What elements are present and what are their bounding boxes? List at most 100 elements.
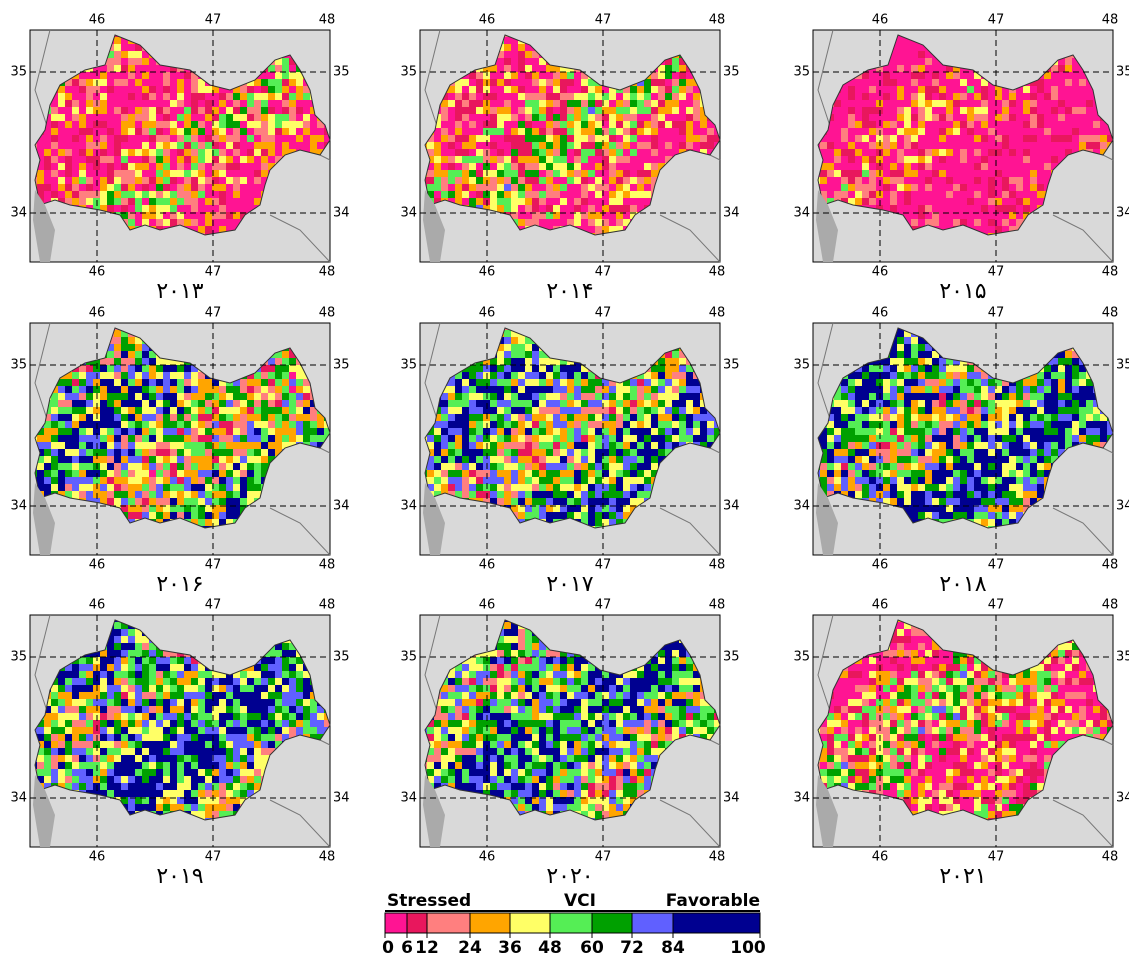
vci-cell	[184, 470, 191, 477]
vci-cell	[658, 93, 665, 100]
vci-cell	[226, 470, 233, 477]
vci-cell	[588, 107, 595, 114]
vci-cell	[233, 170, 240, 177]
vci-cell	[967, 219, 974, 226]
vci-cell	[317, 121, 324, 128]
vci-cell	[212, 477, 219, 484]
vci-cell	[219, 393, 226, 400]
vci-cell	[163, 135, 170, 142]
vci-cell	[848, 100, 855, 107]
vci-cell	[679, 65, 686, 72]
vci-cell	[142, 205, 149, 212]
vci-cell	[149, 463, 156, 470]
vci-cell	[616, 149, 623, 156]
vci-cell	[504, 198, 511, 205]
vci-cell	[65, 156, 72, 163]
vci-cell	[869, 191, 876, 198]
vci-cell	[177, 386, 184, 393]
vci-cell	[226, 414, 233, 421]
vci-cell	[974, 100, 981, 107]
vci-cell	[981, 135, 988, 142]
vci-cell	[1044, 163, 1051, 170]
vci-cell	[679, 107, 686, 114]
vci-cell	[925, 100, 932, 107]
vci-cell	[58, 149, 65, 156]
vci-cell	[946, 86, 953, 93]
vci-cell	[184, 100, 191, 107]
vci-cell	[212, 442, 219, 449]
vci-cell	[205, 205, 212, 212]
vci-cell	[275, 156, 282, 163]
vci-cell	[1044, 121, 1051, 128]
vci-cell	[567, 142, 574, 149]
vci-cell	[212, 114, 219, 121]
vci-cell	[939, 184, 946, 191]
vci-cell	[198, 93, 205, 100]
vci-cell	[100, 72, 107, 79]
vci-cell	[37, 191, 44, 198]
vci-cell	[184, 72, 191, 79]
vci-cell	[995, 163, 1002, 170]
vci-cell	[205, 142, 212, 149]
vci-cell	[504, 184, 511, 191]
vci-cell	[476, 135, 483, 142]
vci-cell	[841, 198, 848, 205]
vci-cell	[219, 379, 226, 386]
vci-cell	[469, 100, 476, 107]
vci-cell	[911, 219, 918, 226]
vci-cell	[918, 205, 925, 212]
vci-cell	[142, 128, 149, 135]
vci-cell	[616, 226, 623, 233]
vci-cell	[114, 100, 121, 107]
vci-cell	[191, 386, 198, 393]
vci-cell	[574, 177, 581, 184]
vci-cell	[567, 79, 574, 86]
vci-cell	[261, 393, 268, 400]
vci-cell	[539, 156, 546, 163]
vci-cell	[247, 435, 254, 442]
vci-cell	[205, 184, 212, 191]
vci-cell	[665, 65, 672, 72]
vci-cell	[184, 365, 191, 372]
vci-cell	[904, 198, 911, 205]
vci-cell	[142, 386, 149, 393]
vci-cell	[883, 198, 890, 205]
vci-cell	[897, 79, 904, 86]
vci-cell	[862, 149, 869, 156]
vci-cell	[560, 121, 567, 128]
vci-cell	[128, 65, 135, 72]
vci-cell	[240, 407, 247, 414]
vci-cell	[135, 219, 142, 226]
vci-cell	[247, 407, 254, 414]
vci-cell	[275, 365, 282, 372]
vci-cell	[121, 79, 128, 86]
vci-cell	[86, 135, 93, 142]
vci-cell	[107, 477, 114, 484]
vci-cell	[219, 386, 226, 393]
vci-cell	[114, 198, 121, 205]
vci-cell	[275, 435, 282, 442]
vci-cell	[546, 212, 553, 219]
vci-cell	[1016, 212, 1023, 219]
vci-cell	[581, 205, 588, 212]
vci-cell	[511, 156, 518, 163]
vci-cell	[427, 184, 434, 191]
vci-cell	[918, 107, 925, 114]
vci-cell	[974, 205, 981, 212]
vci-cell	[240, 184, 247, 191]
vci-cell	[268, 142, 275, 149]
vci-cell	[100, 142, 107, 149]
vci-cell	[289, 351, 296, 358]
vci-cell	[65, 79, 72, 86]
vci-cell	[518, 163, 525, 170]
vci-cell	[827, 149, 834, 156]
vci-cell	[177, 428, 184, 435]
vci-cell	[100, 149, 107, 156]
vci-cell	[616, 212, 623, 219]
vci-cell	[198, 491, 205, 498]
vci-cell	[897, 191, 904, 198]
vci-cell	[275, 86, 282, 93]
vci-cell	[205, 477, 212, 484]
vci-cell	[911, 58, 918, 65]
vci-cell	[121, 358, 128, 365]
